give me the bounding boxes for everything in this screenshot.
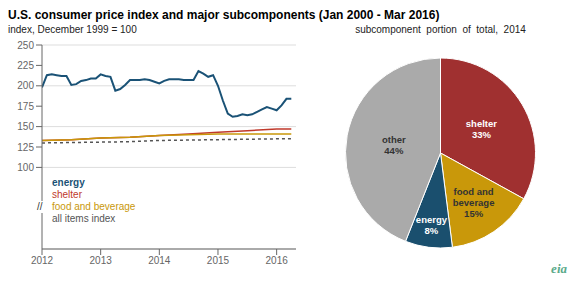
- svg-text:2012: 2012: [31, 255, 54, 266]
- html-text:eia: eia: [551, 261, 567, 276]
- svg-text:250: 250: [17, 40, 34, 51]
- html-text:food and beverage: food and beverage: [52, 201, 136, 212]
- svg-text:175: 175: [17, 101, 34, 112]
- svg-text:2014: 2014: [148, 255, 171, 266]
- svg-text:2013: 2013: [90, 255, 113, 266]
- html-text:index, December 1999 = 100: index, December 1999 = 100: [8, 24, 137, 35]
- html-text:subcomponent portion of total,: subcomponent portion of total, 2014: [355, 24, 526, 35]
- html-text:U.S. consumer price index and: U.S. consumer price index and major subc…: [8, 8, 440, 22]
- svg-text:energy8%: energy8%: [416, 214, 448, 236]
- svg-text:other44%: other44%: [382, 133, 406, 155]
- svg-text:200: 200: [17, 80, 34, 91]
- html-text:all items index: all items index: [52, 213, 116, 224]
- svg-text:2015: 2015: [207, 255, 230, 266]
- svg-text:100: 100: [17, 162, 34, 173]
- svg-text:shelter33%: shelter33%: [466, 118, 497, 140]
- svg-text:food andbeverage15%: food andbeverage15%: [453, 185, 495, 218]
- svg-text:150: 150: [17, 121, 34, 132]
- svg-text:225: 225: [17, 60, 34, 71]
- html-text:shelter: shelter: [52, 189, 82, 200]
- svg-text:125: 125: [17, 142, 34, 153]
- html-text:energy: energy: [52, 177, 85, 188]
- svg-text:2016: 2016: [266, 255, 289, 266]
